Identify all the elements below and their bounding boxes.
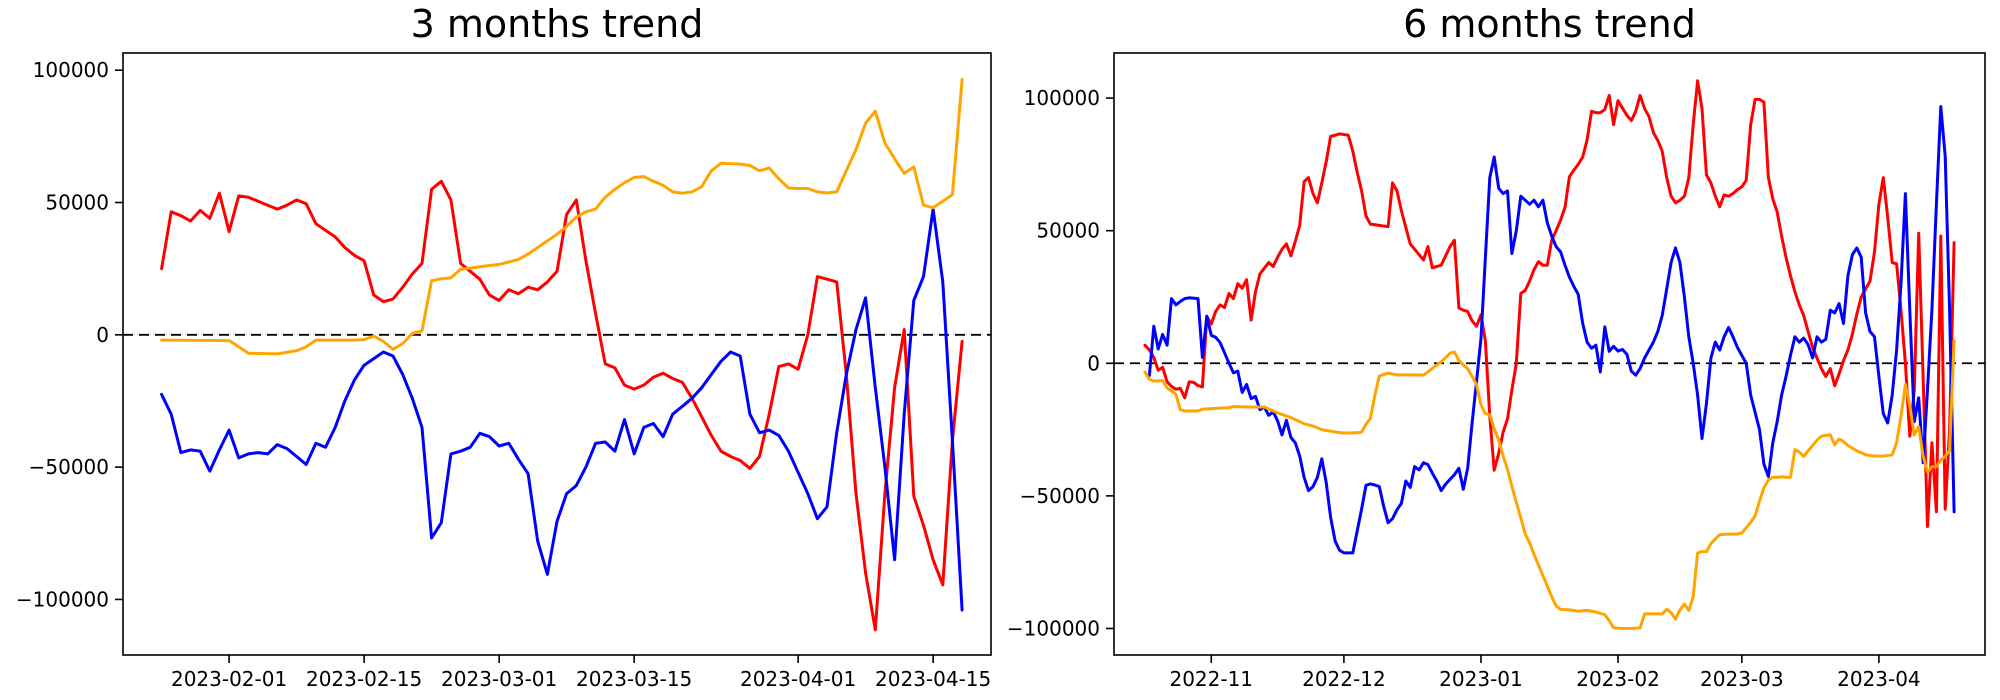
three-months-y-tick-label: 0 — [96, 323, 109, 347]
three-months-x-tick-label: 2023-02-01 — [171, 667, 287, 691]
three-months-x-tick-label: 2023-03-01 — [441, 667, 557, 691]
three-months-x-tick-label: 2023-04-01 — [740, 667, 856, 691]
three-months-y-tick-label: −50000 — [29, 455, 109, 479]
six-months-series-orange-line — [1143, 339, 1956, 630]
six-months-x-tick-label: 2023-02 — [1576, 667, 1660, 691]
chart-title-3-months: 3 months trend — [410, 2, 704, 46]
three-months-y-tick-label: −100000 — [16, 587, 109, 611]
three-months-series-red-line — [160, 179, 964, 632]
chart-title-6-months: 6 months trend — [1403, 2, 1696, 46]
three-months-x-tick-label: 2023-02-15 — [306, 667, 422, 691]
three-months-x-tick-label: 2023-03-15 — [576, 667, 692, 691]
six-months-y-tick-label: 0 — [1087, 351, 1100, 375]
six-months-x-tick-label: 2022-12 — [1302, 667, 1386, 691]
three-months-plot: 2023-02-01 2023-02-15 2023-03-01 2023-03-15… — [16, 52, 992, 691]
three-months-axes-border — [122, 52, 992, 656]
six-months-axes-border — [1113, 52, 1986, 656]
six-months-x-tick-label: 2023-03 — [1700, 667, 1784, 691]
six-months-series-red-line — [1143, 79, 1956, 528]
six-months-y-tick-label: 50000 — [1036, 219, 1100, 243]
six-months-y-tick-label: −100000 — [1007, 616, 1100, 640]
three-months-series-orange-line — [160, 78, 964, 356]
six-months-plot: 2022-11 2022-12 2023-01 2023-02 2023-03 2023-… — [1007, 52, 1986, 691]
six-months-series-blue-line — [1147, 105, 1956, 555]
six-months-x-tick-label: 2023-01 — [1439, 667, 1523, 691]
six-months-y-tick-label: 100000 — [1024, 86, 1100, 110]
six-months-y-tick-label: −50000 — [1020, 484, 1100, 508]
three-months-series-blue-line — [160, 207, 964, 612]
six-months-x-tick-label: 2022-11 — [1169, 667, 1253, 691]
six-months-x-tick-label: 2023-04 — [1837, 667, 1921, 691]
three-months-y-tick-label: 100000 — [33, 58, 109, 82]
three-months-x-tick-label: 2023-04-15 — [875, 667, 991, 691]
three-months-y-tick-label: 50000 — [45, 191, 109, 215]
